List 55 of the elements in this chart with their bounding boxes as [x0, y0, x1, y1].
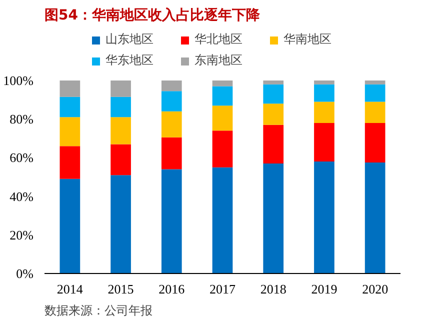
bar — [161, 91, 182, 112]
x-tick-label: 2017 — [210, 282, 236, 296]
x-tick-label: 2020 — [362, 282, 388, 296]
bar — [212, 80, 233, 86]
bar — [60, 96, 80, 118]
y-tick-label: 0% — [16, 266, 34, 281]
chart-title: 图54：华南地区收入占比逐年下降 — [44, 8, 261, 24]
bar — [110, 144, 131, 176]
bar — [212, 86, 233, 106]
bar — [60, 80, 80, 97]
x-tick-label: 2015 — [108, 282, 134, 296]
bar — [314, 84, 334, 102]
source-note: 数据来源：公司年报 — [44, 304, 152, 318]
bar — [60, 117, 80, 146]
bar — [263, 124, 284, 164]
bar — [364, 102, 386, 123]
bar — [161, 111, 182, 138]
bar — [212, 167, 233, 274]
bar — [161, 137, 182, 170]
y-tick-label: 100% — [3, 73, 34, 88]
legend-label: 华南地区 — [284, 31, 332, 48]
bar — [263, 84, 284, 104]
bar — [314, 80, 334, 84]
x-tick-label: 2019 — [311, 282, 338, 296]
bar — [110, 80, 131, 97]
x-tick-label: 2018 — [260, 282, 286, 296]
bar — [212, 106, 233, 131]
bar — [212, 130, 233, 168]
bar — [60, 178, 80, 274]
bar — [161, 80, 182, 92]
x-tick-label: 2014 — [56, 282, 84, 296]
y-tick-label: 80% — [10, 112, 34, 127]
legend-label: 华东地区 — [106, 52, 154, 69]
bar — [263, 104, 284, 125]
bar — [110, 117, 131, 144]
bar — [110, 96, 131, 118]
bar — [364, 162, 386, 274]
bar — [364, 80, 386, 84]
y-tick-label: 60% — [10, 150, 34, 166]
bar — [364, 122, 386, 163]
bar — [314, 122, 334, 162]
legend-label: 山东地区 — [106, 31, 154, 48]
bar — [263, 80, 284, 84]
bar — [314, 102, 334, 123]
y-tick-label: 20% — [10, 227, 34, 242]
legend-label: 华北地区 — [194, 31, 244, 48]
bar — [60, 146, 80, 179]
legend-label: 东南地区 — [194, 52, 244, 69]
bar — [110, 175, 131, 274]
bar — [161, 169, 182, 274]
bar — [263, 163, 284, 274]
bar — [314, 162, 334, 274]
y-tick-label: 40% — [10, 188, 34, 204]
x-tick-label: 2016 — [158, 282, 186, 296]
bar — [364, 84, 386, 102]
